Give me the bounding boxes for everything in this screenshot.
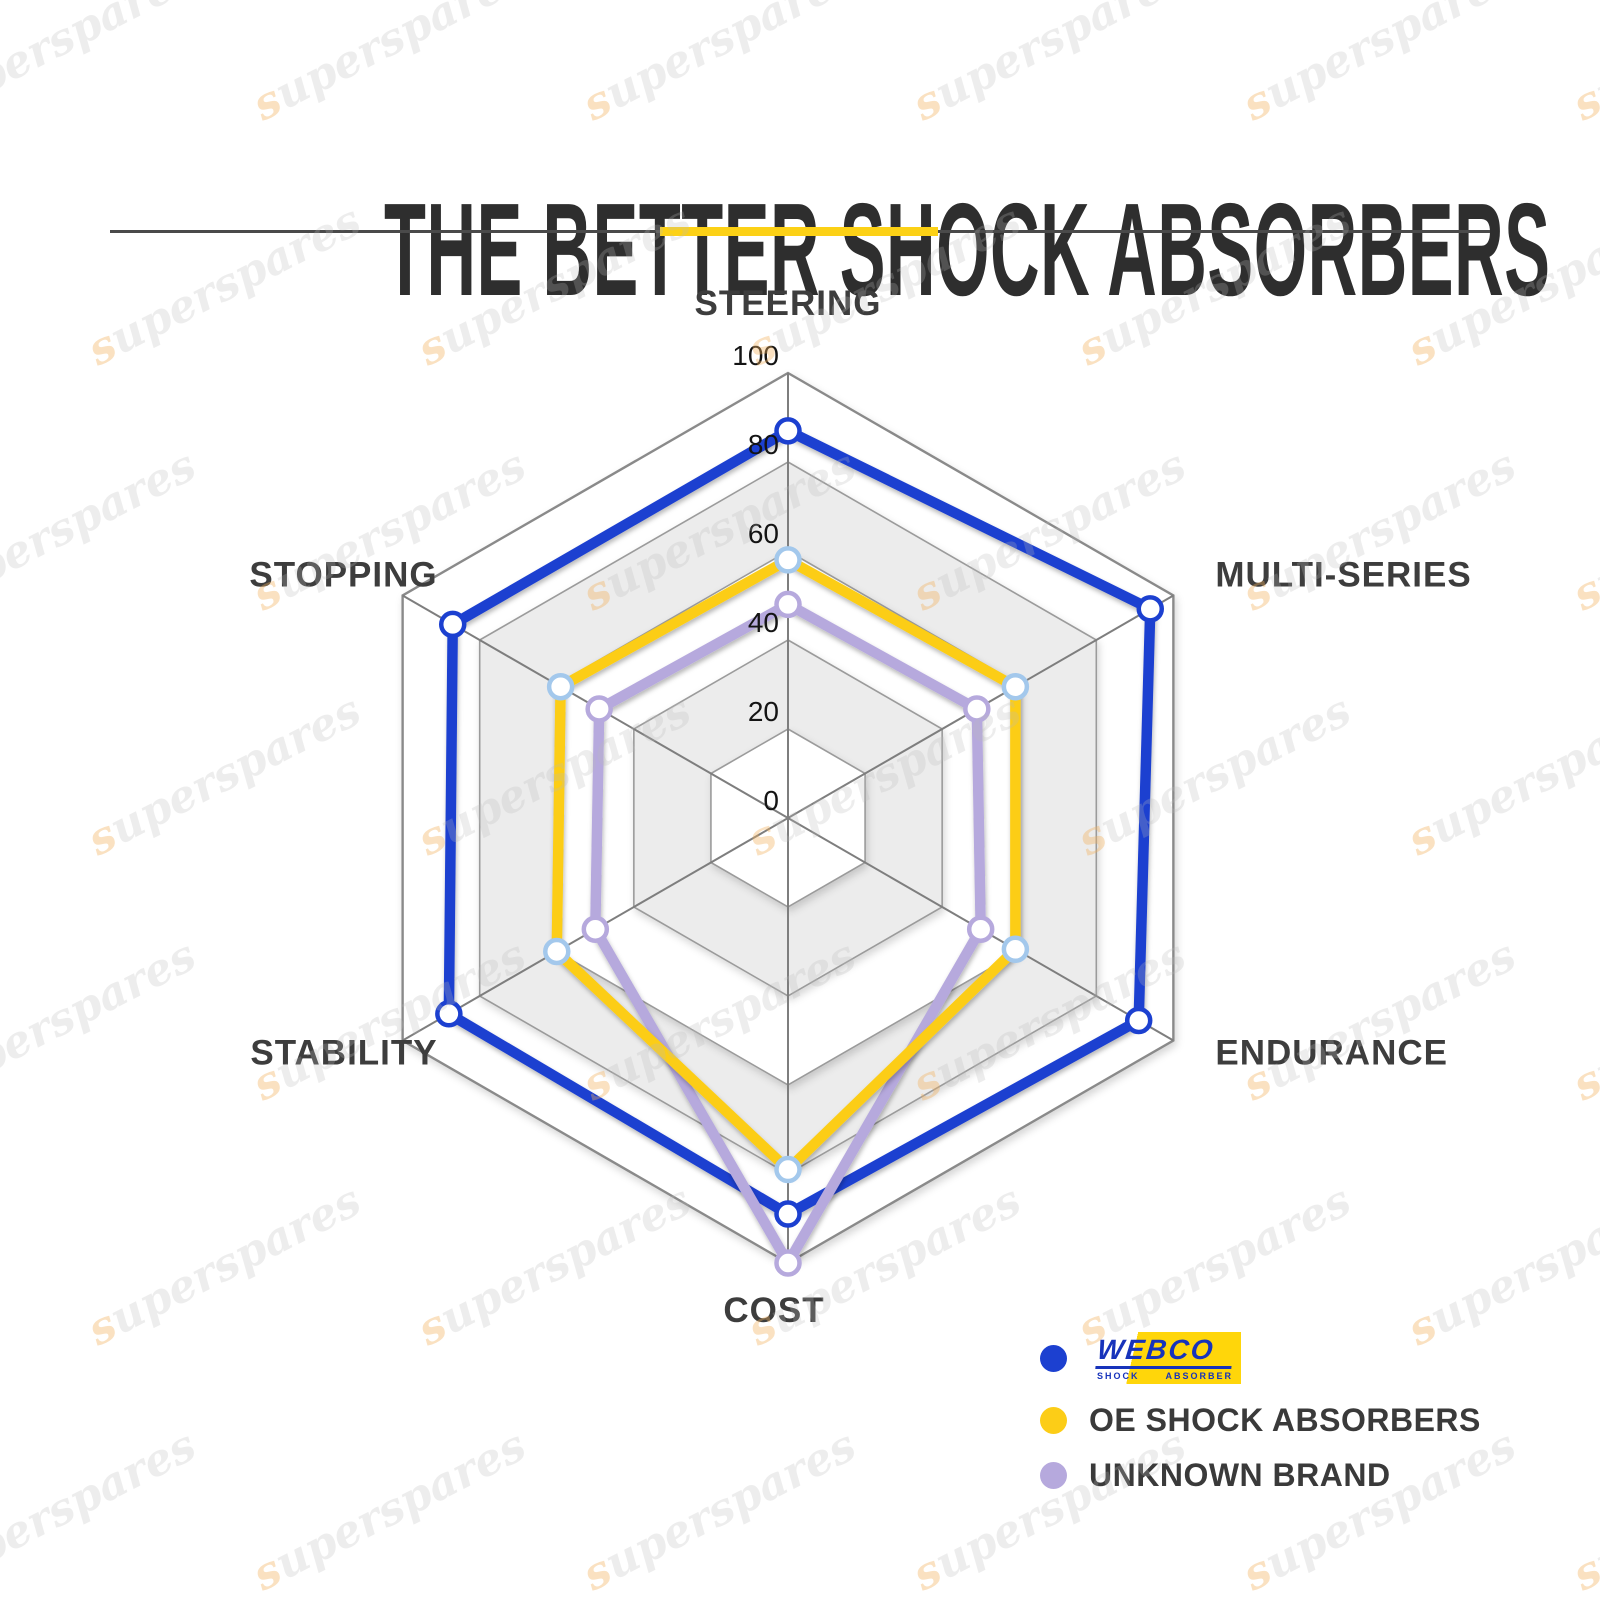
webco-logo-sub2: ABSORBER: [1165, 1371, 1233, 1381]
tick-label-20: 20: [748, 696, 779, 727]
webco-logo-subtext: SHOCK ABSORBER: [1097, 1371, 1233, 1381]
webco-logo: WEBCO SHOCK ABSORBER: [1089, 1332, 1241, 1384]
legend: WEBCO SHOCK ABSORBER OE SHOCK ABSORBERS …: [1040, 1332, 1481, 1512]
legend-item-webco: WEBCO SHOCK ABSORBER: [1040, 1332, 1481, 1384]
series-point: [966, 915, 995, 943]
series-point: [1124, 1006, 1153, 1035]
series-point: [963, 695, 991, 723]
series-point: [1001, 672, 1030, 701]
series-point: [543, 937, 571, 966]
webco-logo-sub1: SHOCK: [1097, 1371, 1140, 1381]
series-point: [774, 1200, 802, 1228]
series-point: [774, 417, 802, 445]
divider-accent: [660, 227, 938, 236]
tick-label-40: 40: [748, 607, 779, 638]
webco-logo-brand: WEBCO: [1095, 1334, 1235, 1369]
legend-dot-unknown: [1040, 1462, 1067, 1489]
series-point: [774, 1155, 802, 1184]
legend-dot-webco: [1040, 1344, 1067, 1372]
series-point: [1001, 935, 1030, 964]
title-divider: [110, 227, 1490, 236]
axis-label-endurance: ENDURANCE: [1215, 1034, 1448, 1073]
legend-item-oe: OE SHOCK ABSORBERS: [1040, 1402, 1481, 1439]
series-point: [581, 915, 610, 943]
axis-label-stability: STABILITY: [250, 1034, 437, 1073]
legend-dot-oe: [1040, 1407, 1067, 1434]
axis-label-steering: STEERING: [695, 284, 882, 323]
series-point: [438, 610, 467, 639]
series-point: [585, 695, 613, 723]
tick-label-80: 80: [748, 429, 779, 460]
tick-label-60: 60: [748, 518, 779, 549]
series-point: [774, 546, 802, 574]
series-point: [774, 1249, 802, 1277]
tick-label-100: 100: [732, 340, 779, 371]
axis-label-multi-series: MULTI-SERIES: [1215, 556, 1471, 595]
series-point: [435, 1000, 463, 1028]
series-point: [1136, 595, 1165, 623]
axis-label-stopping: STOPPING: [249, 556, 437, 595]
tick-label-0: 0: [763, 785, 779, 816]
axis-label-cost: COST: [723, 1291, 824, 1330]
series-point: [774, 590, 802, 619]
series-point: [546, 672, 575, 701]
legend-item-unknown: UNKNOWN BRAND: [1040, 1457, 1481, 1494]
legend-label-oe: OE SHOCK ABSORBERS: [1089, 1402, 1481, 1438]
legend-label-unknown: UNKNOWN BRAND: [1089, 1457, 1391, 1493]
